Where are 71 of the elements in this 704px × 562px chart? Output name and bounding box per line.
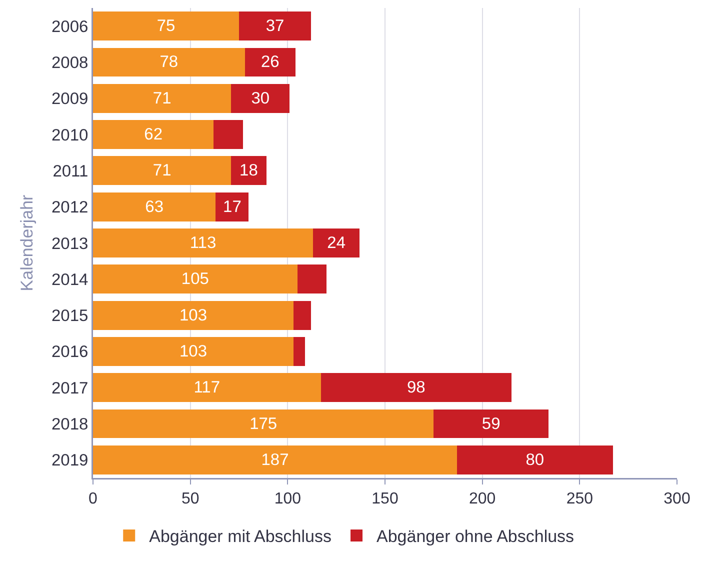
bar: [294, 337, 306, 366]
y-tick-label: 2014: [51, 270, 88, 289]
data-label: 117: [194, 378, 220, 397]
y-tick-label: 2016: [51, 343, 88, 362]
y-tick-label: 2012: [51, 198, 88, 217]
bar: [320, 373, 512, 402]
y-tick-label: 2013: [51, 234, 88, 253]
data-label: 24: [327, 234, 346, 252]
bar: [93, 84, 232, 113]
data-label: 26: [260, 53, 280, 72]
data-label: 17: [223, 198, 242, 216]
data-label: 78: [160, 53, 178, 72]
bar: [231, 156, 266, 186]
data-label: 113: [190, 234, 216, 252]
bar: [93, 120, 214, 149]
bar: [434, 409, 549, 438]
bar: [93, 48, 245, 77]
data-label: 103: [179, 306, 208, 324]
data-label: 30: [251, 89, 270, 108]
bar: [239, 12, 312, 41]
legend-label: Abgänger mit Abschluss: [149, 527, 332, 546]
bar: [231, 84, 290, 113]
bar: [93, 156, 232, 186]
y-tick-label: 2019: [51, 452, 88, 470]
bar: [93, 264, 298, 294]
bar: [93, 300, 294, 330]
y-tick-label: 2008: [51, 54, 88, 72]
data-label: 71: [152, 162, 172, 180]
y-axis-title: Kalenderjahr: [17, 194, 36, 292]
legend-label: Abgänger ohne Abschluss: [376, 527, 574, 546]
x-tick-label: 250: [566, 490, 594, 508]
data-label: 105: [181, 270, 209, 288]
x-tick-label: 300: [664, 490, 690, 508]
data-label: 175: [250, 414, 278, 433]
bar: [214, 120, 243, 149]
bar: [294, 300, 312, 330]
bar: [93, 12, 239, 41]
y-tick-label: 2017: [51, 379, 88, 398]
y-tick-label: 2015: [51, 307, 88, 326]
data-label: 80: [526, 450, 544, 469]
bar: [93, 373, 321, 402]
data-label: 37: [266, 17, 284, 36]
data-label: 187: [261, 450, 289, 469]
data-label: 98: [406, 378, 426, 397]
x-tick-label: 100: [274, 490, 302, 508]
bar: [93, 409, 434, 438]
bar: [216, 192, 249, 222]
y-tick-label: 2011: [52, 162, 88, 180]
data-label: 59: [482, 414, 500, 433]
y-tick-label: 2006: [51, 18, 88, 36]
y-tick-label: 2009: [51, 90, 88, 108]
bar: [93, 337, 294, 366]
x-tick-label: 150: [372, 490, 398, 508]
bar: [93, 192, 216, 222]
bar: [312, 228, 360, 258]
bar: [244, 48, 296, 77]
x-tick-label: 0: [88, 490, 98, 508]
x-tick-label: 200: [468, 490, 496, 508]
data-label: 71: [152, 89, 172, 108]
data-label: 63: [145, 198, 164, 216]
bar: [457, 445, 613, 474]
y-tick-label: 2018: [51, 416, 88, 434]
data-label: 62: [144, 126, 163, 144]
y-tick-label: 2010: [51, 126, 88, 144]
data-label: 18: [240, 162, 258, 180]
bar: [297, 264, 327, 294]
data-label: 103: [179, 342, 208, 360]
bar: [93, 445, 458, 474]
data-label: 75: [156, 17, 176, 36]
bar: [93, 228, 313, 258]
x-tick-label: 50: [181, 490, 200, 508]
